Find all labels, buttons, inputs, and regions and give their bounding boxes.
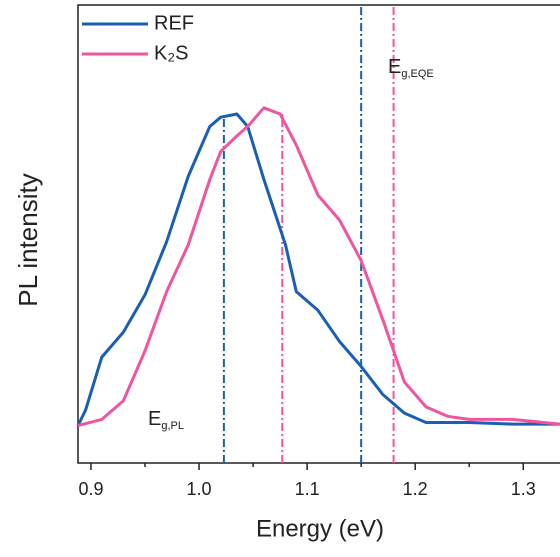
line-series	[76, 112, 560, 427]
annotation-subscript: g,EQE	[401, 68, 433, 80]
y-axis-label: PL intensity	[13, 173, 43, 306]
legend-label: K₂S	[154, 42, 188, 64]
annotation-main: E	[388, 56, 401, 78]
annotation: Eg,EQE	[388, 56, 434, 80]
line-series	[77, 106, 560, 428]
x-axis-label: Energy (eV)	[256, 515, 384, 542]
x-tick-label: 1.0	[187, 479, 212, 499]
x-tick-label: 1.3	[511, 479, 536, 499]
x-tick-label: 1.2	[403, 479, 428, 499]
annotation-subscript: g,PL	[161, 420, 184, 432]
annotation-main: E	[148, 408, 161, 430]
x-tick-label: 0.9	[78, 479, 103, 499]
annotation: Eg,PL	[148, 408, 184, 432]
plot-frame	[77, 4, 560, 464]
x-tick-label: 1.1	[295, 479, 320, 499]
legend-label: REF	[154, 12, 194, 34]
